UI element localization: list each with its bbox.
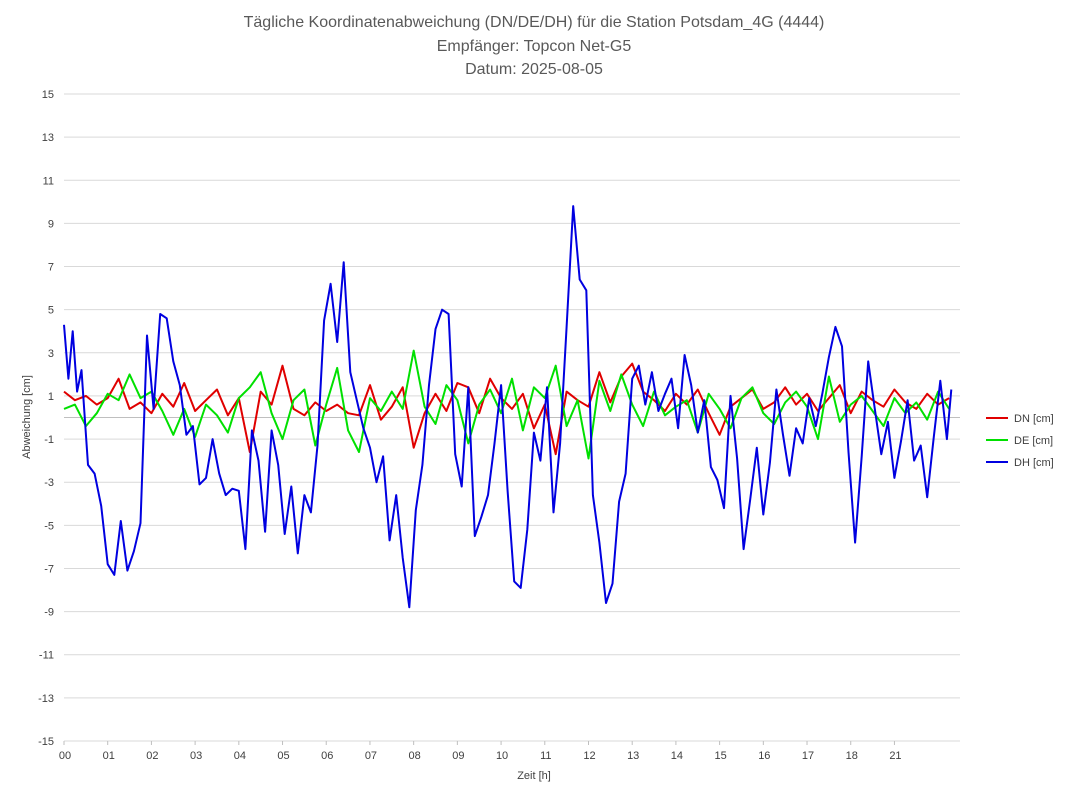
x-tick-label: 14 [671,750,683,762]
y-tick-label: -7 [44,563,54,575]
x-tick-label: 12 [583,750,595,762]
x-tick-label: 07 [365,750,377,762]
x-tick-label: 10 [496,750,508,762]
y-tick-label: 7 [48,262,54,274]
x-tick-label: 15 [714,750,726,762]
y-axis-label: Abweichung [cm] [21,375,33,459]
series-line-dh [63,205,953,609]
x-tick-label: 11 [540,750,551,762]
x-axis-ticks: 00 01 02 03 04 05 06 07 08 09 10 11 12 13 14 15 16 17 18 21 [59,741,902,762]
chart-subtitle: Empfänger: Topcon Net-G5 [437,38,632,55]
x-tick-label: 02 [146,750,158,762]
x-axis-label: Zeit [h] [517,770,551,782]
x-tick-label: 01 [103,750,115,762]
y-tick-label: 3 [48,348,54,360]
x-tick-label: 06 [321,750,333,762]
legend-label-dh: DH [cm] [1014,457,1054,469]
y-tick-label: 11 [43,175,54,187]
y-tick-label: 13 [42,132,54,144]
y-tick-label: -15 [38,736,54,748]
y-tick-label: 1 [48,391,54,403]
y-tick-label: -3 [44,477,54,489]
y-tick-label: -1 [44,434,54,446]
x-tick-label: 16 [758,750,770,762]
x-tick-label: 13 [627,750,639,762]
x-tick-label: 21 [889,750,901,762]
series-line-de [63,349,950,460]
y-tick-label: 15 [42,89,54,101]
y-tick-label: -13 [38,693,54,705]
y-axis-ticks: 15 13 11 9 7 5 3 1 -1 -3 -5 -7 -9 -11 -13 -15 [38,89,54,748]
legend-label-de: DE [cm] [1014,435,1053,447]
legend-label-dn: DN [cm] [1014,413,1054,425]
x-tick-label: 09 [452,750,464,762]
y-tick-label: 9 [48,218,54,230]
y-tick-label: -11 [39,650,54,662]
plot-series [63,205,953,609]
x-tick-label: 04 [234,750,246,762]
legend: DN [cm] DE [cm] DH [cm] [986,413,1054,469]
y-tick-label: -5 [44,520,54,532]
x-tick-label: 05 [277,750,289,762]
y-tick-label: 5 [48,305,54,317]
x-tick-label: 08 [409,750,421,762]
chart-date: Datum: 2025-08-05 [465,61,603,78]
x-tick-label: 00 [59,750,71,762]
x-tick-label: 03 [190,750,202,762]
chart-title: Tägliche Koordinatenabweichung (DN/DE/DH… [244,14,825,31]
y-tick-label: -9 [44,607,54,619]
x-tick-label: 17 [802,750,814,762]
x-tick-label: 18 [846,750,858,762]
